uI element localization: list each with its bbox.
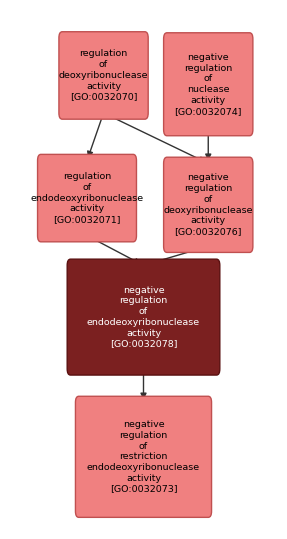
Text: negative
regulation
of
restriction
endodeoxyribonuclease
activity
[GO:0032073]: negative regulation of restriction endod…: [87, 420, 200, 494]
Text: negative
regulation
of
deoxyribonuclease
activity
[GO:0032076]: negative regulation of deoxyribonuclease…: [164, 174, 253, 236]
FancyBboxPatch shape: [59, 32, 148, 119]
Text: regulation
of
deoxyribonuclease
activity
[GO:0032070]: regulation of deoxyribonuclease activity…: [59, 50, 148, 101]
Text: negative
regulation
of
endodeoxyribonuclease
activity
[GO:0032078]: negative regulation of endodeoxyribonucl…: [87, 286, 200, 349]
Text: negative
regulation
of
nuclease
activity
[GO:0032074]: negative regulation of nuclease activity…: [174, 53, 242, 116]
FancyBboxPatch shape: [164, 33, 253, 136]
Text: regulation
of
endodeoxyribonuclease
activity
[GO:0032071]: regulation of endodeoxyribonuclease acti…: [30, 172, 144, 224]
FancyBboxPatch shape: [38, 154, 137, 242]
FancyBboxPatch shape: [164, 157, 253, 252]
FancyBboxPatch shape: [67, 259, 220, 375]
FancyBboxPatch shape: [75, 396, 212, 517]
